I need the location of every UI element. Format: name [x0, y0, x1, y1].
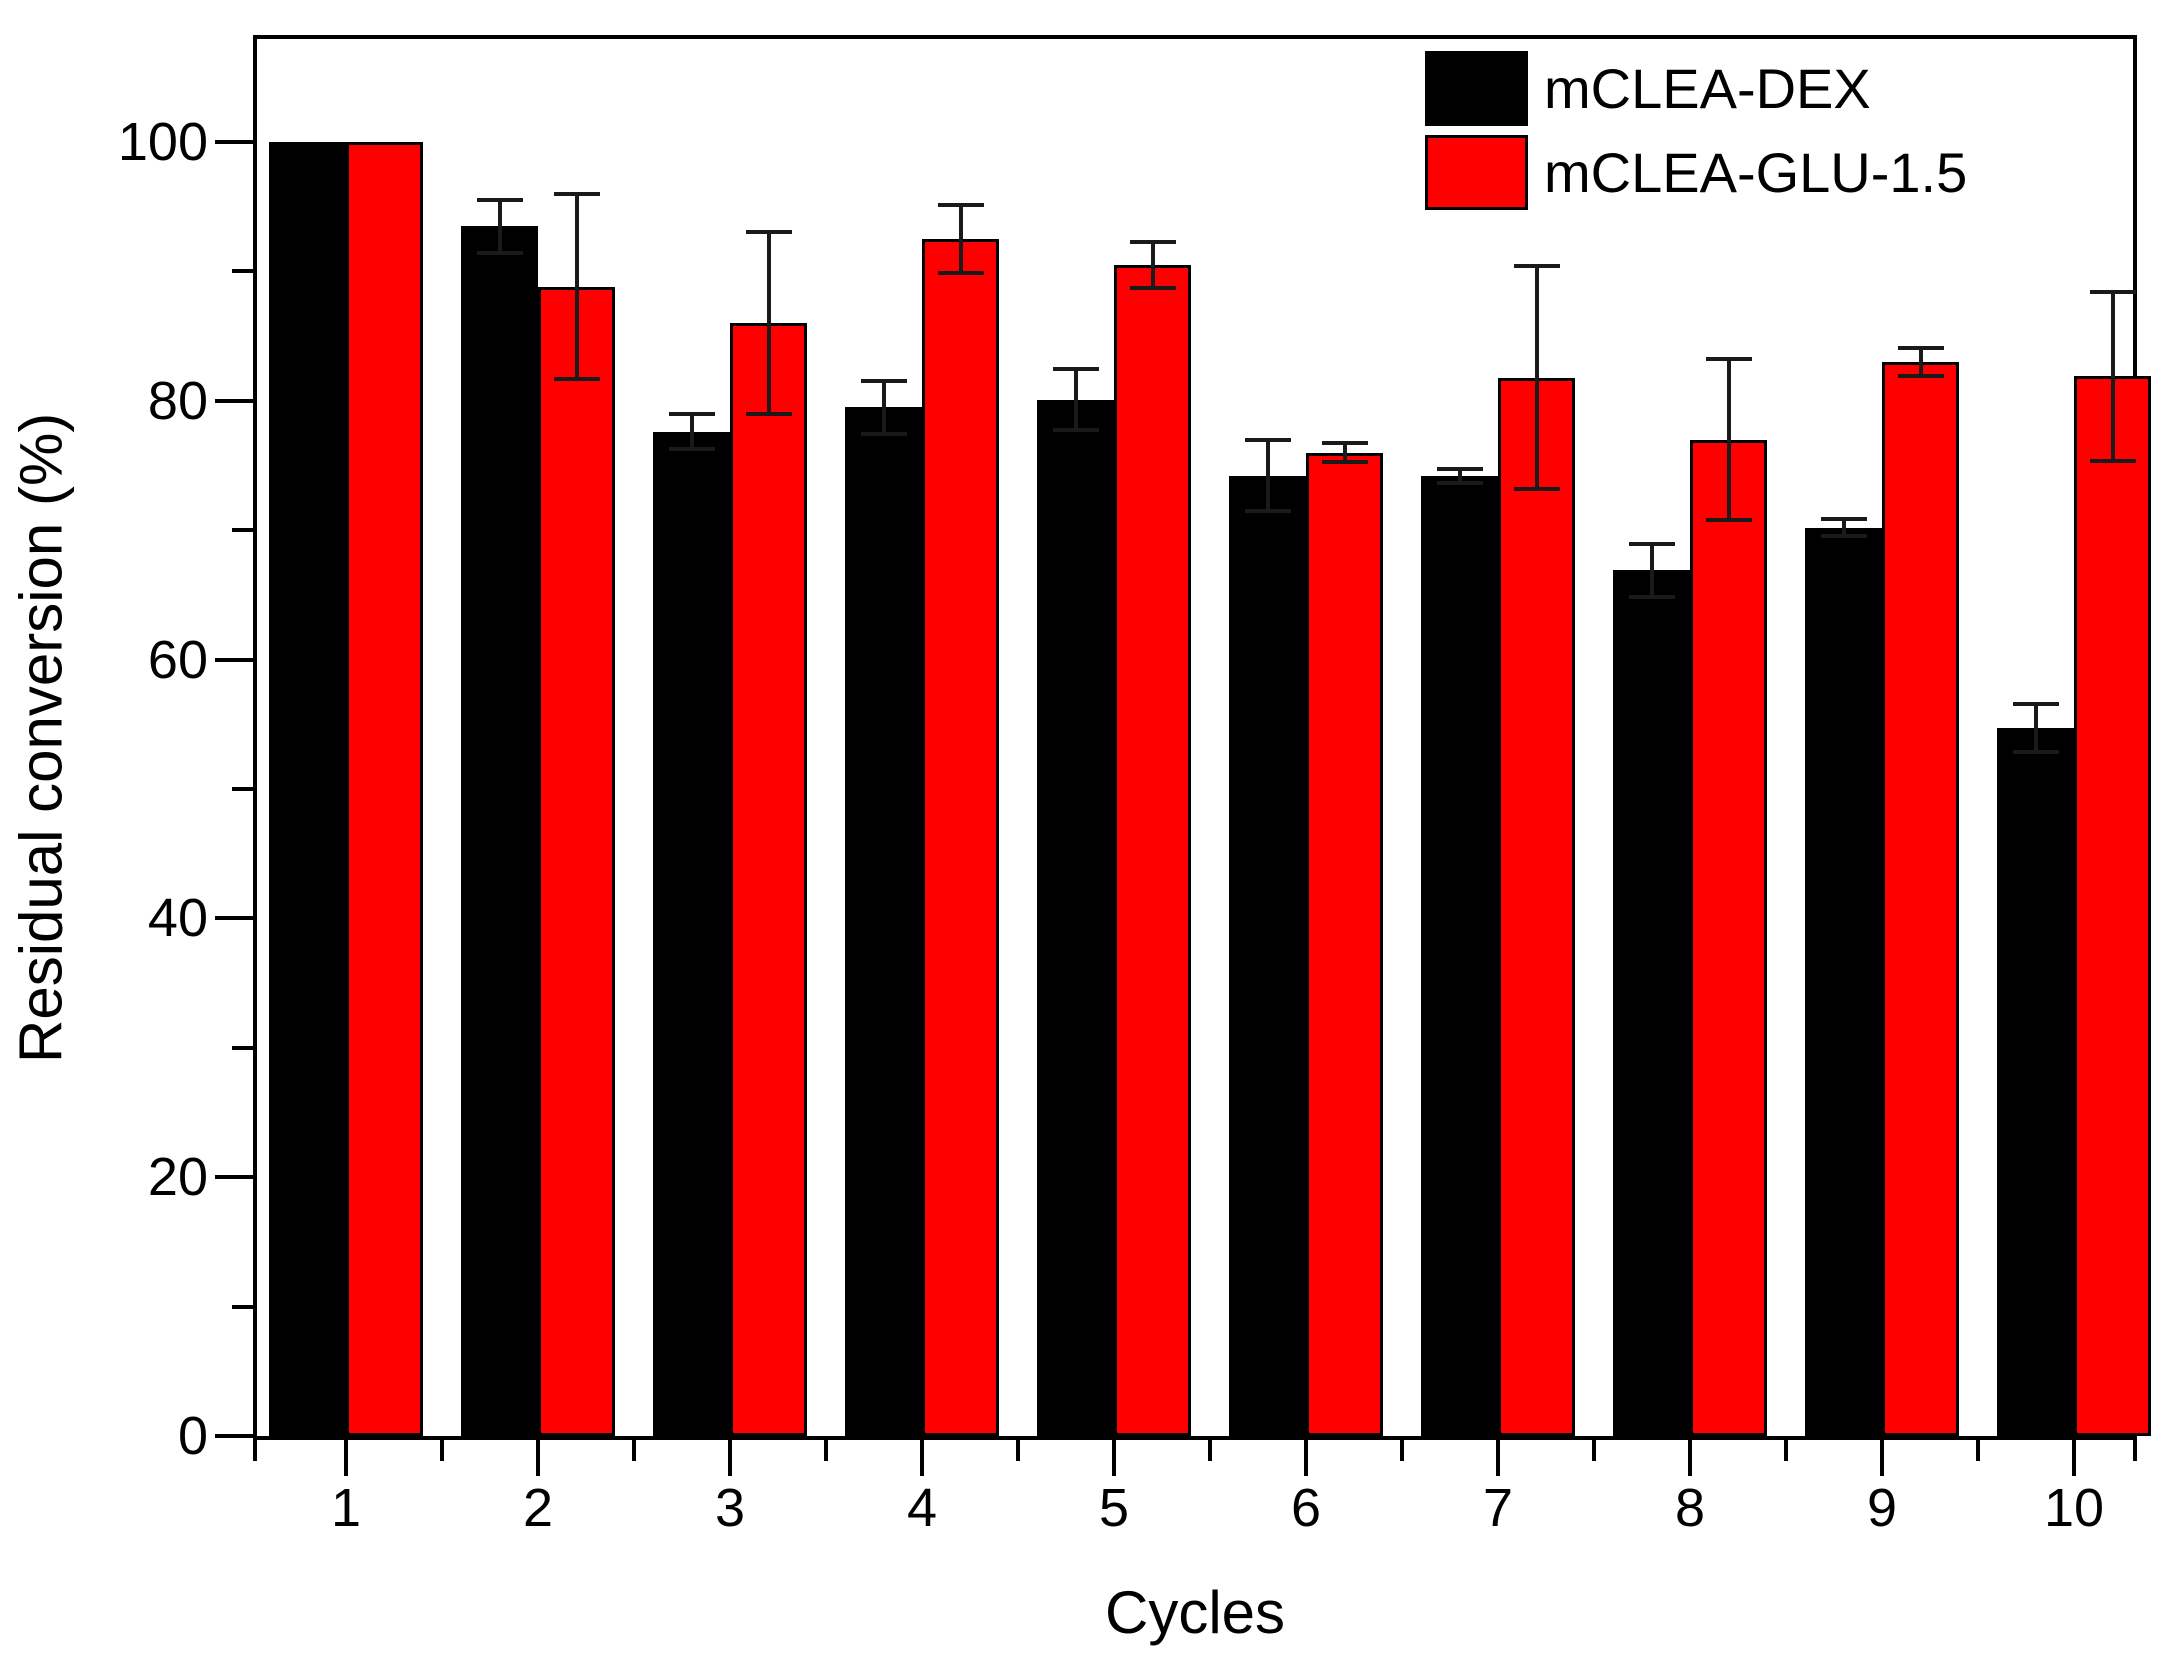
legend: mCLEA-DEX mCLEA-GLU-1.5: [1425, 51, 1967, 219]
x-tick-label: 3: [714, 1478, 746, 1538]
x-tick-major: [344, 1440, 348, 1476]
x-tick-minor: [1784, 1440, 1788, 1461]
bar-mCLEA-GLU-1.5-cycle-9: [1882, 361, 1959, 1436]
x-tick-major: [1112, 1440, 1116, 1476]
bar-mCLEA-GLU-1.5-cycle-5: [1114, 264, 1191, 1436]
bar-mCLEA-GLU-1.5-cycle-10: [2074, 376, 2151, 1436]
y-tick-minor: [232, 1045, 253, 1050]
x-tick-label: 6: [1290, 1478, 1322, 1538]
y-tick-major: [215, 1175, 253, 1180]
x-tick-label: 10: [2043, 1478, 2105, 1538]
x-tick-major: [1304, 1440, 1308, 1476]
x-axis-title: Cycles: [1104, 1579, 1286, 1646]
y-tick-major: [215, 398, 253, 403]
x-tick-label: 9: [1866, 1478, 1898, 1538]
x-tick-label: 7: [1482, 1478, 1514, 1538]
x-tick-minor: [824, 1440, 828, 1461]
y-tick-major: [215, 916, 253, 921]
bar-mCLEA-DEX-cycle-8: [1613, 570, 1690, 1436]
x-tick-minor: [1400, 1440, 1404, 1461]
bar-mCLEA-DEX-cycle-6: [1229, 475, 1306, 1436]
x-tick-minor: [1208, 1440, 1212, 1461]
bar-mCLEA-DEX-cycle-7: [1421, 475, 1498, 1436]
bar-mCLEA-GLU-1.5-cycle-7: [1498, 377, 1575, 1436]
bar-mCLEA-GLU-1.5-cycle-8: [1690, 439, 1767, 1436]
bar-mCLEA-GLU-1.5-cycle-6: [1306, 452, 1383, 1436]
y-tick-major: [215, 657, 253, 662]
x-tick-major: [1880, 1440, 1884, 1476]
x-tick-label: 5: [1098, 1478, 1130, 1538]
x-tick-minor: [253, 1440, 257, 1461]
legend-item-mclea-dex: mCLEA-DEX: [1425, 51, 1967, 126]
bar-mCLEA-DEX-cycle-1: [269, 142, 346, 1436]
bars-layer: [257, 39, 2151, 1436]
x-tick-major: [536, 1440, 540, 1476]
legend-swatch-red: [1425, 135, 1528, 210]
bar-mCLEA-DEX-cycle-5: [1037, 399, 1114, 1436]
x-tick-label: 4: [906, 1478, 938, 1538]
legend-swatch-black: [1425, 51, 1528, 126]
bar-mCLEA-GLU-1.5-cycle-1: [346, 142, 423, 1436]
bar-mCLEA-DEX-cycle-10: [1997, 728, 2074, 1436]
bar-mCLEA-GLU-1.5-cycle-3: [730, 323, 807, 1436]
bar-mCLEA-DEX-cycle-9: [1805, 527, 1882, 1436]
y-tick-minor: [232, 787, 253, 791]
bar-mCLEA-GLU-1.5-cycle-4: [922, 239, 999, 1436]
legend-item-mclea-glu-1-5: mCLEA-GLU-1.5: [1425, 135, 1967, 210]
x-tick-minor: [632, 1440, 636, 1461]
bar-mCLEA-DEX-cycle-3: [653, 431, 730, 1436]
bar-mCLEA-DEX-cycle-4: [845, 407, 922, 1436]
x-tick-minor: [2133, 1440, 2137, 1461]
y-tick-major: [215, 140, 253, 144]
x-tick-minor: [1976, 1440, 1980, 1461]
x-tick-minor: [1016, 1440, 1020, 1461]
y-tick-minor: [232, 269, 253, 274]
legend-label-mclea-dex: mCLEA-DEX: [1544, 57, 1871, 120]
y-axis-title: Residual conversion (%): [7, 412, 75, 1063]
x-tick-major: [728, 1440, 732, 1476]
x-tick-major: [2072, 1440, 2076, 1476]
x-tick-label: 8: [1674, 1478, 1706, 1538]
plot-area: [253, 35, 2151, 1440]
x-tick-minor: [440, 1440, 444, 1461]
x-tick-major: [1496, 1440, 1500, 1476]
x-tick-label: 1: [330, 1478, 362, 1538]
bar-mCLEA-GLU-1.5-cycle-2: [538, 286, 615, 1436]
x-tick-label: 2: [522, 1478, 554, 1538]
x-tick-major: [920, 1440, 924, 1476]
x-tick-minor: [1592, 1440, 1596, 1461]
bar-mCLEA-DEX-cycle-2: [461, 226, 538, 1436]
y-tick-minor: [232, 528, 253, 533]
x-tick-major: [1688, 1440, 1692, 1476]
legend-label-mclea-glu-1-5: mCLEA-GLU-1.5: [1544, 141, 1968, 204]
y-tick-minor: [232, 1304, 253, 1309]
y-tick-major: [215, 1434, 253, 1438]
